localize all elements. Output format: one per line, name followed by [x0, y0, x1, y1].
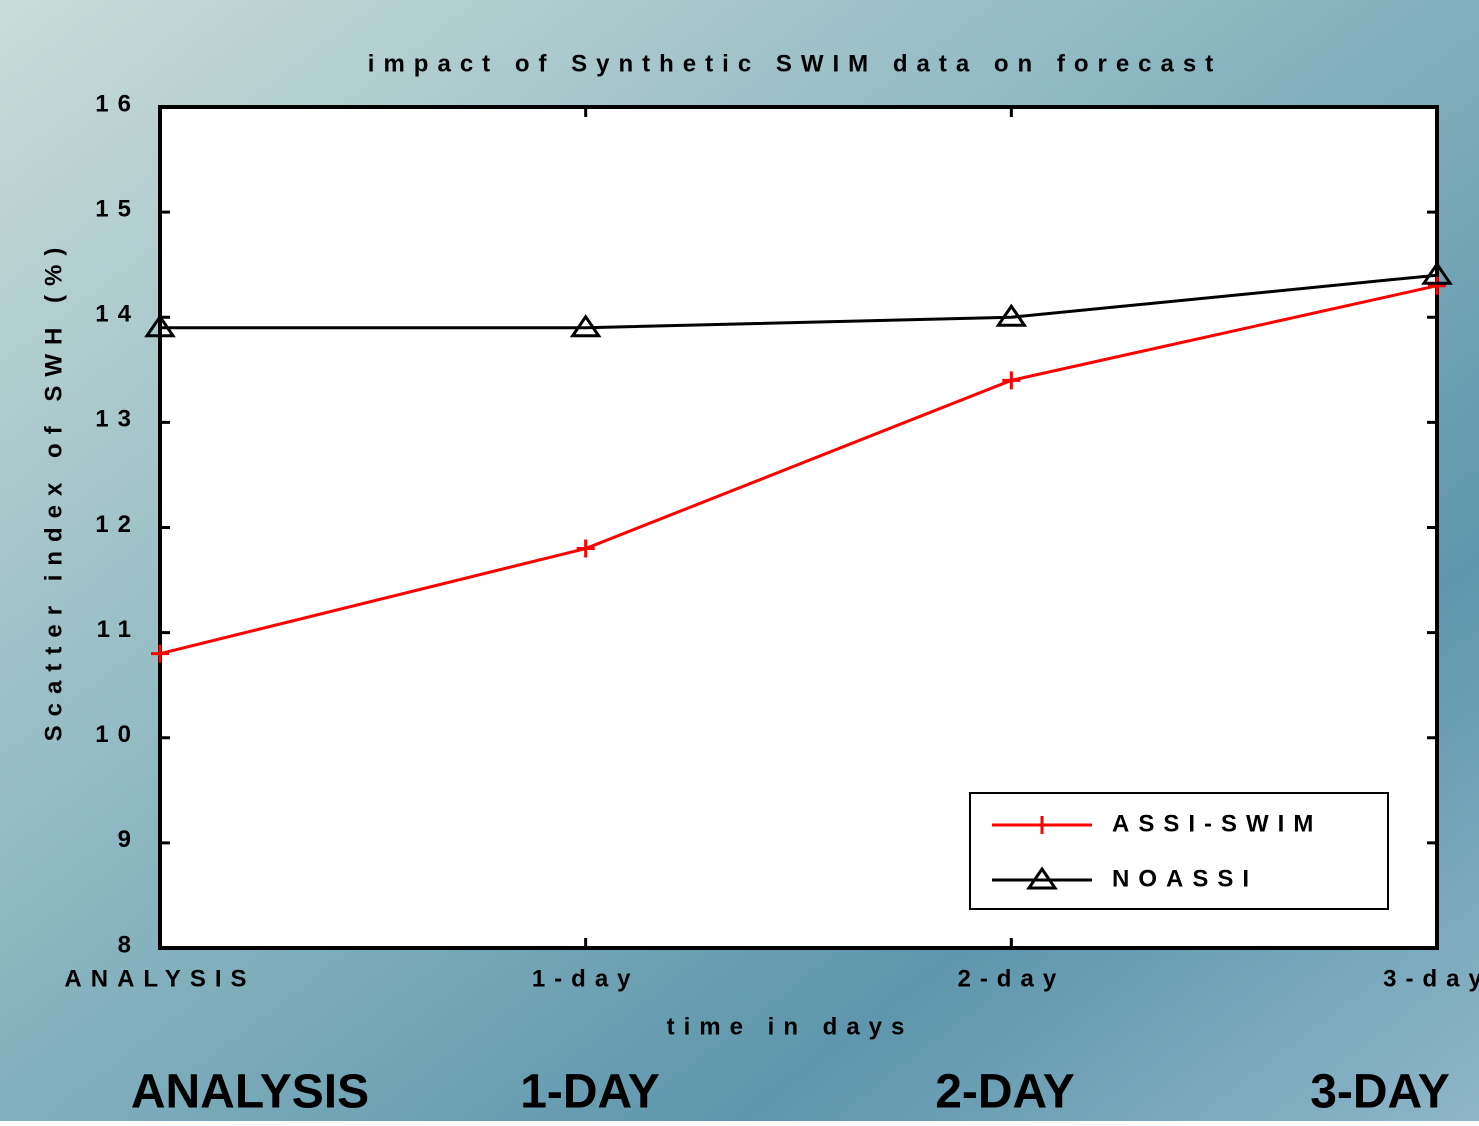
annotation: 2-DAY [935, 1066, 1075, 1119]
y-tick-label: 14 [95, 301, 140, 328]
x-tick-label: 1-day [532, 965, 640, 992]
legend: ASSI-SWIM NOASSI [970, 793, 1388, 909]
y-tick-label: 11 [97, 616, 140, 643]
annotation: ANALYSIS [131, 1066, 369, 1119]
y-tick-label: 9 [118, 826, 140, 853]
y-tick-label: 16 [95, 90, 140, 117]
annotation: 1-DAY [520, 1066, 660, 1119]
y-tick-label: 12 [95, 511, 140, 538]
chart: impact of Synthetic SWIM data on forecas… [0, 0, 1479, 1121]
annotation: 3-DAY [1310, 1066, 1450, 1119]
x-tick-label: 3-day [1383, 965, 1479, 992]
x-axis-label: time in days [667, 1013, 914, 1040]
x-tick-label: 2-day [957, 965, 1065, 992]
y-tick-label: 10 [95, 721, 140, 748]
y-axis-label: Scatter index of SWH (%) [40, 239, 67, 742]
legend-label: ASSI-SWIM [1112, 810, 1322, 837]
y-tick-label: 15 [95, 195, 140, 222]
chart-title: impact of Synthetic SWIM data on forecas… [368, 50, 1222, 77]
legend-label: NOASSI [1112, 865, 1258, 892]
x-tick-label: ANALYSIS [64, 965, 255, 992]
y-tick-label: 13 [95, 406, 140, 433]
y-tick-label: 8 [118, 931, 140, 958]
page: impact of Synthetic SWIM data on forecas… [0, 0, 1479, 1121]
